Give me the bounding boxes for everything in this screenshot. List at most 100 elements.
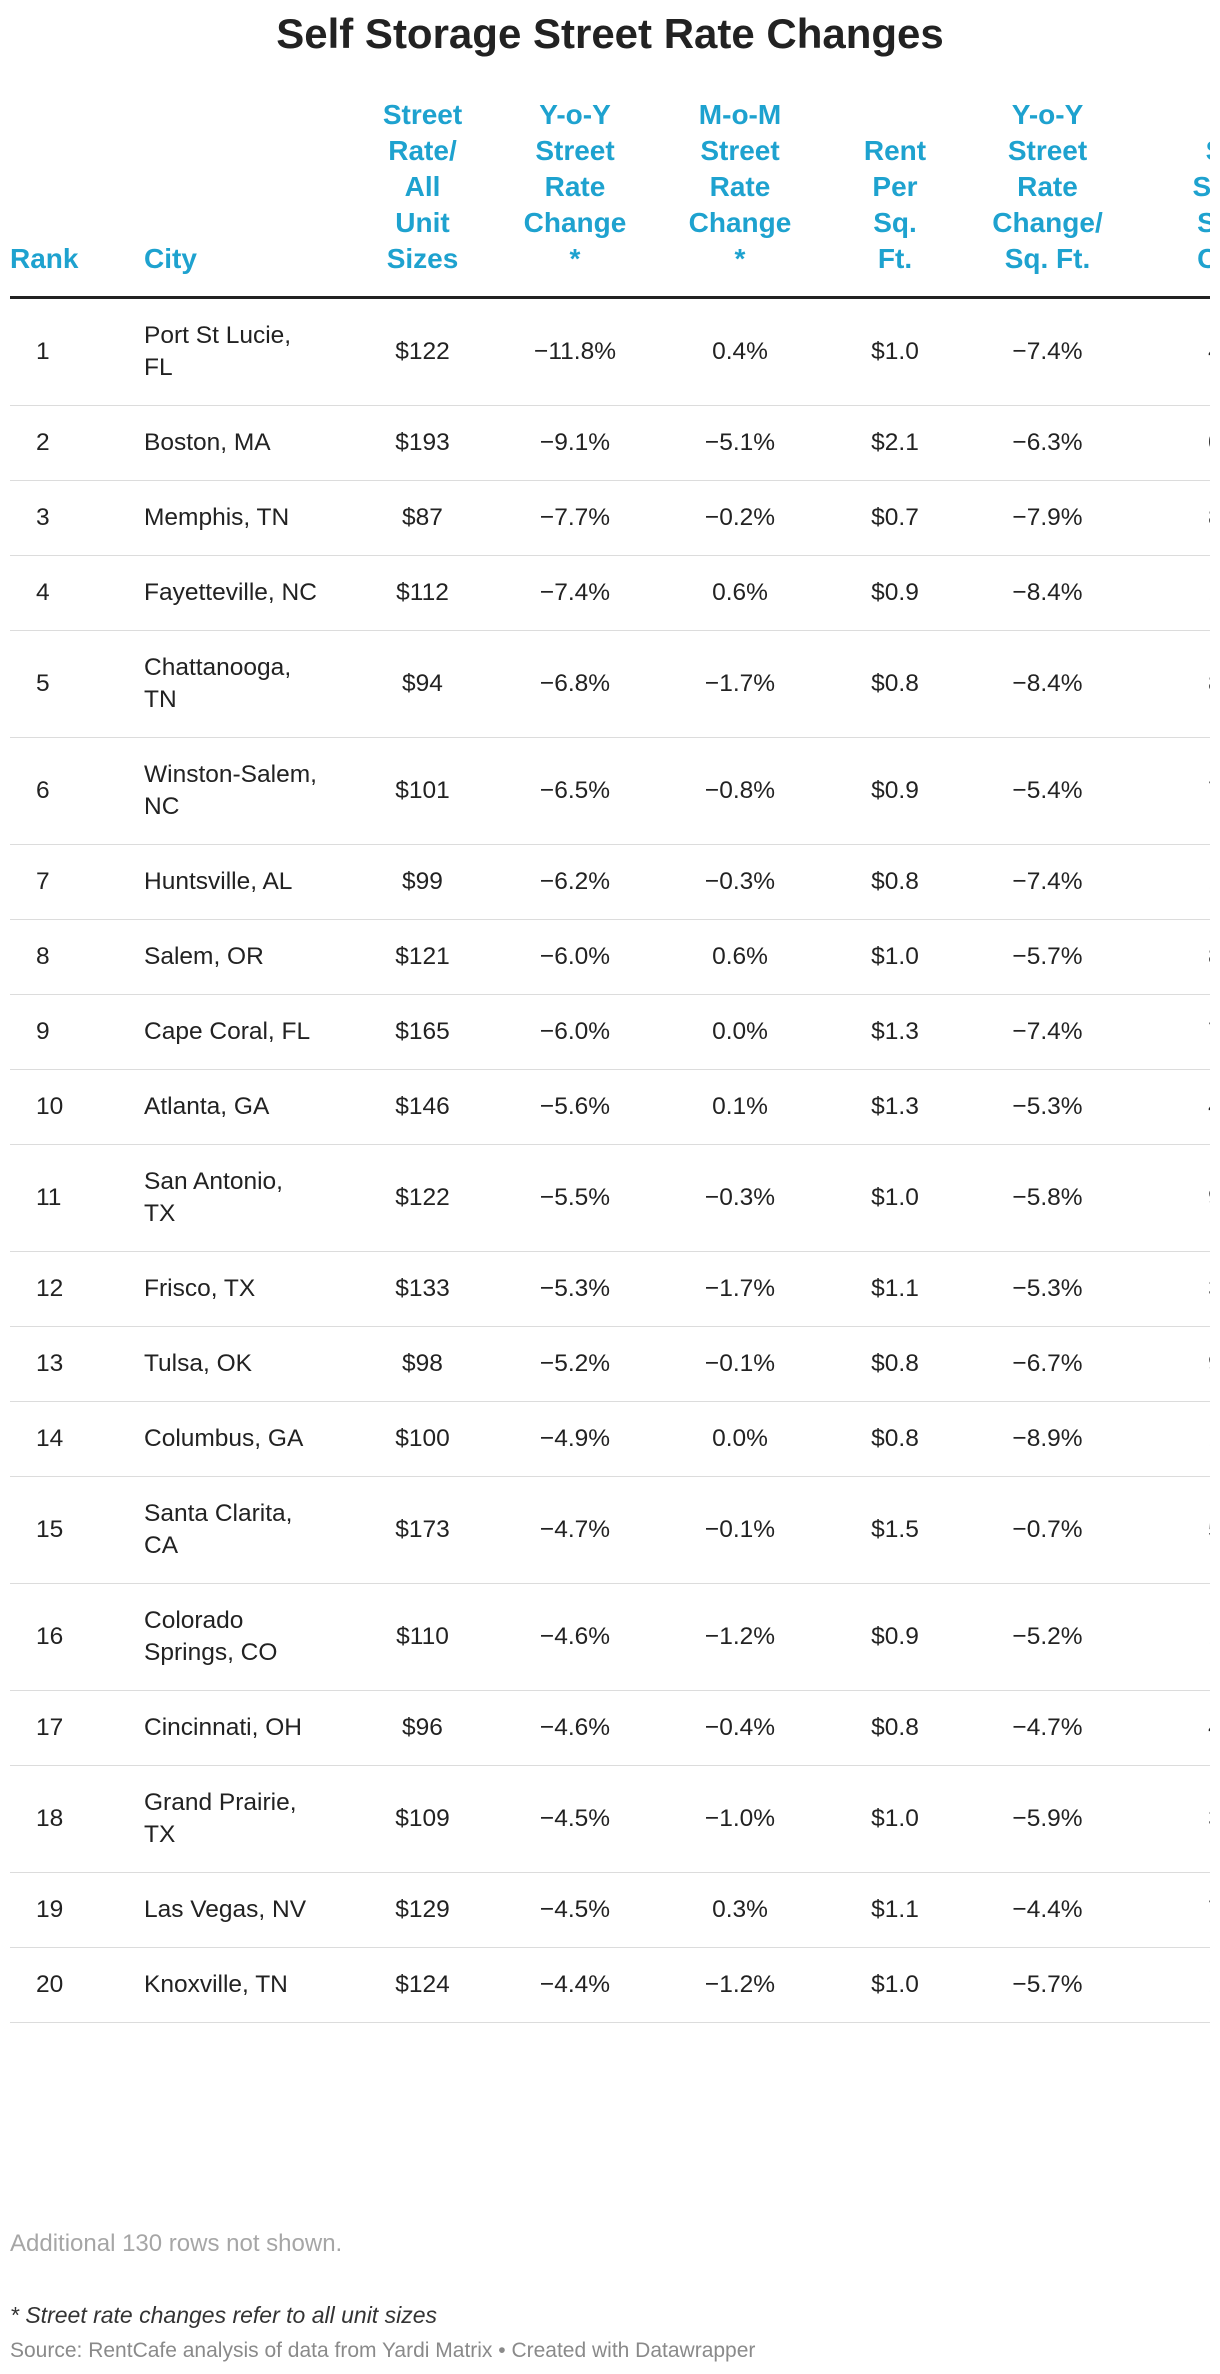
yoy-change-sqft-cell: −5.3% [965,1251,1130,1327]
street-rate-cell: $96 [350,1690,495,1766]
column-header: Street Rate/All Unit Sizes [350,97,495,299]
storage-sqft-cell: 4 [1130,1069,1210,1145]
yoy-change-cell: −6.5% [495,737,655,845]
street-rate-cell: $173 [350,1476,495,1584]
storage-sqft-cell: 8 [1130,480,1210,556]
mom-change-cell: −0.8% [655,737,825,845]
header-line: Change [688,207,792,238]
city-cell: Cape Coral, FL [144,994,350,1070]
header-line: Rent [863,135,927,166]
mom-change-cell: 0.1% [655,1069,825,1145]
yoy-change-sqft-cell: −5.4% [965,737,1130,845]
mom-change-cell: −0.1% [655,1326,825,1402]
column-header: S Sto Sq Ca [1130,97,1210,299]
rent-per-sqft-cell: $0.8 [825,844,965,920]
street-rate-cell: $112 [350,555,495,631]
street-rate-cell: $133 [350,1251,495,1327]
rank-cell: 9 [10,994,144,1070]
mom-change-cell: 0.0% [655,994,825,1070]
header-row: Rank City Street Rate/All Unit Sizes Y-o-Y Stre… [10,97,1210,299]
yoy-change-cell: −6.0% [495,919,655,995]
city-cell: Winston-Salem, NC [144,737,350,845]
mom-change-cell: −1.0% [655,1765,825,1873]
city-cell: Colorado Springs, CO [144,1583,350,1691]
street-rate-cell: $109 [350,1765,495,1873]
yoy-change-sqft-cell: −7.9% [965,480,1130,556]
storage-sqft-cell: 9 [1130,1326,1210,1402]
column-header: Rank [10,97,144,299]
header-line: Sq [1197,207,1210,238]
storage-sqft-cell: 9 [1130,1144,1210,1252]
storage-sqft-cell: 4 [1130,297,1210,406]
table-row: 16 Colorado Springs, CO $110 −4.6% −1.2% $0.9… [10,1583,1210,1691]
city-cell: Atlanta, GA [144,1069,350,1145]
mom-change-cell: −0.3% [655,1144,825,1252]
rent-per-sqft-cell: $0.9 [825,555,965,631]
yoy-change-cell: −5.3% [495,1251,655,1327]
city-cell: Columbus, GA [144,1401,350,1477]
city-cell: Boston, MA [144,405,350,481]
rent-per-sqft-cell: $1.3 [825,1069,965,1145]
city-cell: Chattanooga, TN [144,630,350,738]
street-rate-cell: $129 [350,1872,495,1948]
city-cell: Frisco, TX [144,1251,350,1327]
mom-change-cell: −1.7% [655,1251,825,1327]
rank-cell: 8 [10,919,144,995]
city-cell: Huntsville, AL [144,844,350,920]
storage-sqft-cell: 7 [1130,994,1210,1070]
yoy-change-sqft-cell: −6.3% [965,405,1130,481]
street-rate-cell: $121 [350,919,495,995]
city-cell: Knoxville, TN [144,1947,350,2023]
header-line: Street [535,135,615,166]
storage-sqft-cell: 0 [1130,405,1210,481]
rank-cell: 11 [10,1144,144,1252]
table-row: 6 Winston-Salem, NC $101 −6.5% −0.8% $0.9 −5.4… [10,737,1210,845]
source: Source: RentCafe analysis of data from Y… [10,2339,756,2362]
yoy-change-cell: −7.4% [495,555,655,631]
yoy-change-cell: −6.0% [495,994,655,1070]
table-wrap: Rank City Street Rate/All Unit Sizes Y-o-Y Stre… [10,97,1210,2023]
yoy-change-sqft-cell: −4.4% [965,1872,1130,1948]
rank-cell: 6 [10,737,144,845]
mom-change-cell: −0.2% [655,480,825,556]
header-line: Street [382,99,463,130]
rent-per-sqft-cell: $1.0 [825,297,965,406]
yoy-change-sqft-cell: −6.7% [965,1326,1130,1402]
column-header: Rent Per Sq. Ft. [825,97,965,299]
header-line: Rate [709,171,771,202]
yoy-change-cell: −4.5% [495,1872,655,1948]
table-head: Rank City Street Rate/All Unit Sizes Y-o-Y Stre… [10,97,1210,299]
street-rate-cell: $110 [350,1583,495,1691]
yoy-change-cell: −4.7% [495,1476,655,1584]
mom-change-cell: −0.1% [655,1476,825,1584]
rent-per-sqft-cell: $0.9 [825,1583,965,1691]
storage-sqft-cell: 1 [1130,1947,1210,2023]
mom-change-cell: −1.2% [655,1947,825,2023]
yoy-change-cell: −4.9% [495,1401,655,1477]
storage-sqft-cell: 3 [1130,1251,1210,1327]
storage-sqft-cell: 7 [1130,1872,1210,1948]
street-rate-cell: $94 [350,630,495,738]
yoy-change-sqft-cell: −8.4% [965,630,1130,738]
header-line: Sq. [873,207,917,238]
rent-per-sqft-cell: $0.8 [825,1401,965,1477]
column-header: M-o-M Street Rate Change * [655,97,825,299]
yoy-change-sqft-cell: −7.4% [965,994,1130,1070]
rank-cell: 18 [10,1765,144,1873]
rent-per-sqft-cell: $1.0 [825,1765,965,1873]
rent-per-sqft-cell: $1.0 [825,919,965,995]
column-header: City [144,97,350,299]
city-cell: Fayetteville, NC [144,555,350,631]
street-rate-cell: $146 [350,1069,495,1145]
table-body: 1 Port St Lucie, FL $122 −11.8% 0.4% $1.0 −7.4… [10,297,1210,2023]
rank-cell: 14 [10,1401,144,1477]
mom-change-cell: 0.3% [655,1872,825,1948]
